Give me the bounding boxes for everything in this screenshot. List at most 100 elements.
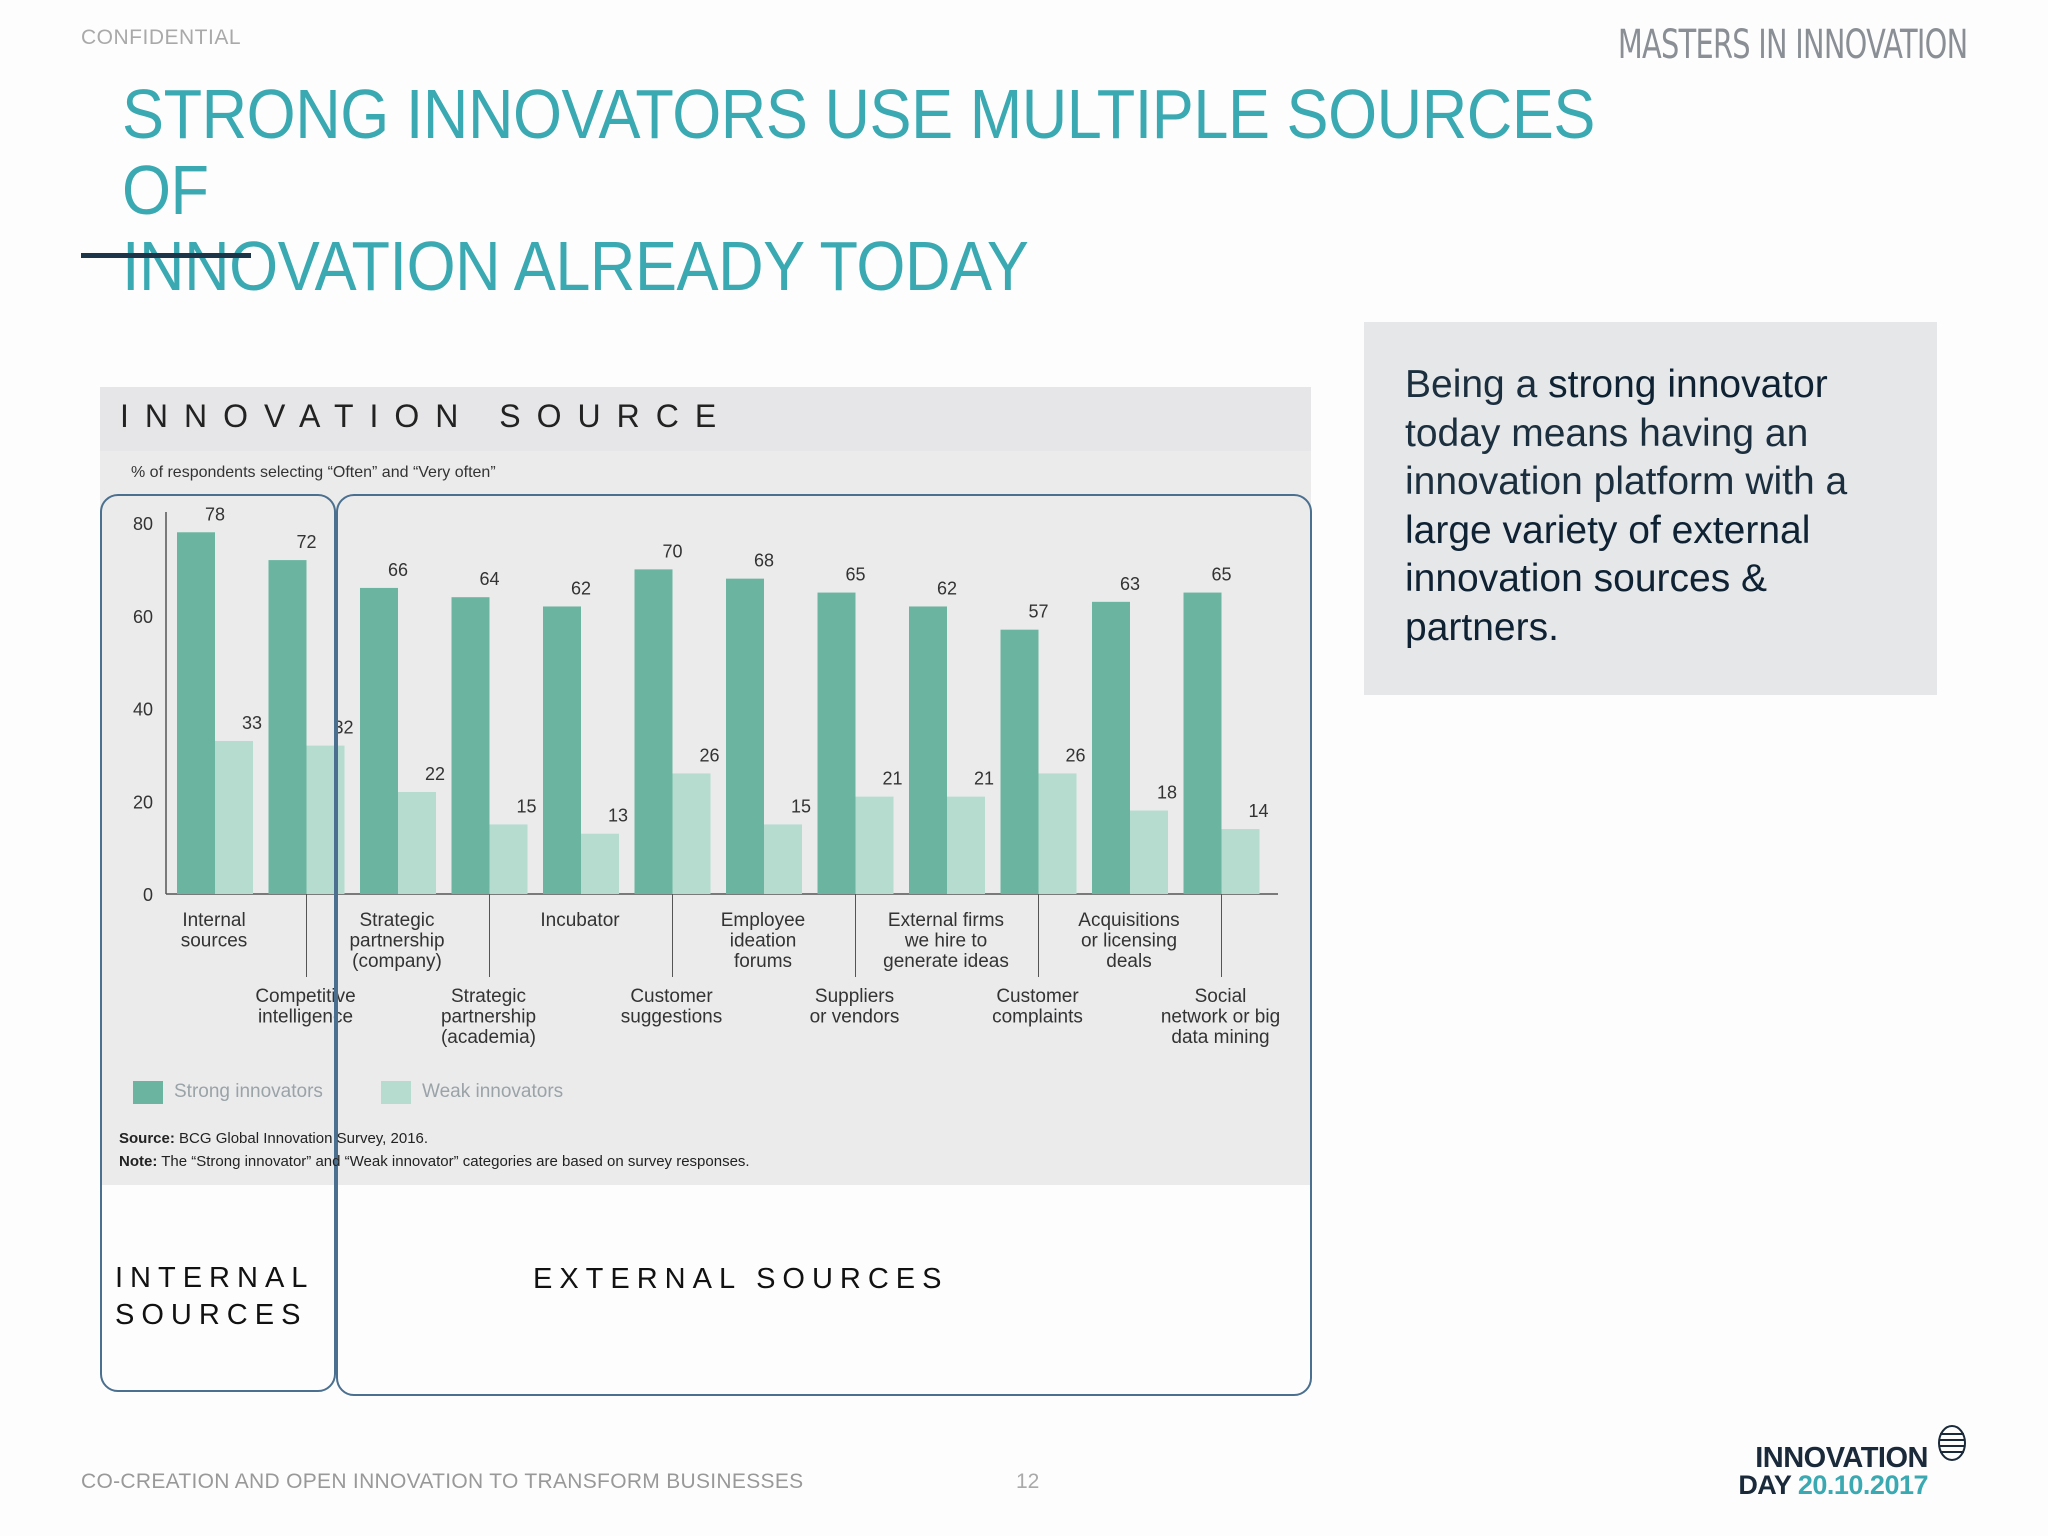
brand-logo-text: MASTERS IN INNOVATION	[1617, 22, 1967, 68]
callout-highlight-variety: large variety of external innovation sou…	[1405, 508, 1811, 649]
logo-date: 20.10.2017	[1797, 1470, 1929, 1500]
category-label: network or big	[1161, 1007, 1280, 1028]
data-label-strong: 65	[1211, 565, 1231, 585]
bar-weak	[1038, 773, 1077, 894]
category-label: Customer	[630, 986, 713, 1007]
category-label: Internal	[182, 910, 245, 931]
bar-strong	[268, 560, 307, 894]
data-label-strong: 68	[754, 551, 774, 571]
category-label: or licensing	[1081, 931, 1177, 952]
category-label: sources	[181, 931, 248, 952]
source-label: Source:	[119, 1130, 175, 1147]
data-label-weak: 15	[791, 796, 811, 816]
title-underline	[81, 253, 251, 258]
data-label-weak: 33	[242, 713, 262, 733]
bar-strong	[1000, 629, 1039, 894]
data-label-weak: 21	[974, 769, 994, 789]
page-number: 12	[1016, 1470, 1040, 1493]
bar-strong	[1183, 592, 1222, 894]
category-label: External firms	[888, 910, 1004, 931]
data-label-strong: 70	[662, 541, 682, 561]
bar-strong	[909, 606, 947, 894]
data-label-strong: 64	[479, 569, 499, 589]
internal-sources-label: INTERNAL SOURCES	[115, 1260, 314, 1334]
category-label: partnership	[441, 1007, 536, 1028]
bar-strong	[451, 597, 490, 894]
legend-label-weak: Weak innovators	[422, 1081, 564, 1102]
bar-weak	[306, 745, 345, 894]
legend-label-strong: Strong innovators	[174, 1081, 323, 1102]
page-title-line1: STRONG INNOVATORS USE MULTIPLE SOURCES O…	[122, 75, 1595, 229]
bar-strong	[1092, 601, 1130, 894]
bar-weak	[947, 796, 985, 894]
bar-weak	[215, 740, 253, 894]
logo-innovation: INNOVATION	[1755, 1442, 1928, 1474]
bar-weak	[855, 796, 894, 894]
data-label-weak: 14	[1248, 801, 1268, 821]
category-label: intelligence	[258, 1007, 353, 1028]
category-label: Strategic	[360, 910, 435, 931]
page-title-line2: INNOVATION ALREADY TODAY	[122, 227, 1029, 305]
source-text: BCG Global Innovation Survey, 2016.	[174, 1130, 429, 1147]
category-label: (academia)	[441, 1027, 536, 1048]
data-label-strong: 62	[571, 578, 591, 598]
category-label: forums	[734, 951, 792, 972]
logo-day-text: DAY	[1738, 1470, 1798, 1500]
bar-weak	[672, 773, 711, 894]
bar-strong	[634, 569, 673, 894]
data-label-weak: 26	[699, 745, 719, 765]
callout-box	[1364, 322, 1937, 695]
category-label: Competitive	[255, 986, 355, 1007]
bar-weak	[398, 791, 436, 894]
data-label-strong: 78	[205, 504, 225, 524]
data-label-strong: 72	[296, 532, 316, 552]
y-tick-label: 20	[133, 792, 153, 812]
category-label: Employee	[721, 910, 806, 931]
data-label-strong: 57	[1028, 602, 1048, 622]
data-label-strong: 62	[937, 578, 957, 598]
category-label: Suppliers	[815, 986, 894, 1007]
internal-sources-frame	[100, 494, 336, 1392]
bar-weak	[764, 824, 802, 894]
data-label-weak: 21	[882, 769, 902, 789]
category-label: we hire to	[904, 931, 987, 952]
category-label: suggestions	[621, 1007, 722, 1028]
y-tick-label: 0	[143, 885, 153, 905]
data-label-weak: 26	[1065, 745, 1085, 765]
category-label: generate ideas	[883, 951, 1009, 972]
y-tick-label: 40	[133, 700, 153, 720]
note-line: Note: The “Strong innovator” and “Weak i…	[119, 1150, 750, 1173]
data-label-weak: 22	[425, 764, 445, 784]
data-label-weak: 15	[516, 796, 536, 816]
legend-swatch-strong	[133, 1081, 163, 1104]
callout-part1: Being a	[1405, 363, 1549, 406]
chart-heading: INNOVATION SOURCE	[120, 398, 733, 434]
category-label: data mining	[1171, 1027, 1269, 1048]
logo-day: DAY 20.10.2017	[1738, 1470, 1928, 1501]
y-tick-label: 60	[133, 607, 153, 627]
category-label: Incubator	[540, 910, 620, 931]
category-label: or vendors	[810, 1007, 900, 1028]
callout-highlight-strong: strong innovator	[1548, 363, 1828, 406]
callout-part3: today means having an innovation platfor…	[1405, 411, 1848, 504]
bar-weak	[1130, 810, 1168, 894]
callout-text: Being a strong innovator today means hav…	[1405, 361, 1905, 652]
data-label-weak: 32	[333, 718, 353, 738]
bar-strong	[360, 587, 398, 894]
bar-strong	[726, 578, 764, 894]
bar-weak	[1221, 829, 1260, 894]
source-line: Source: BCG Global Innovation Survey, 20…	[119, 1127, 750, 1150]
bar-weak	[581, 833, 619, 894]
category-label: Strategic	[451, 986, 526, 1007]
bar-strong	[817, 592, 856, 894]
bar-strong	[543, 606, 581, 894]
external-sources-label: EXTERNAL SOURCES	[533, 1263, 949, 1295]
data-label-strong: 66	[388, 560, 408, 580]
category-label: deals	[1106, 951, 1151, 972]
globe-icon	[1938, 1425, 1966, 1461]
bar-weak	[489, 824, 528, 894]
page-title: STRONG INNOVATORS USE MULTIPLE SOURCES O…	[122, 76, 1607, 304]
category-label: ideation	[730, 931, 797, 952]
data-label-weak: 18	[1157, 783, 1177, 803]
legend-swatch-weak	[381, 1081, 411, 1104]
